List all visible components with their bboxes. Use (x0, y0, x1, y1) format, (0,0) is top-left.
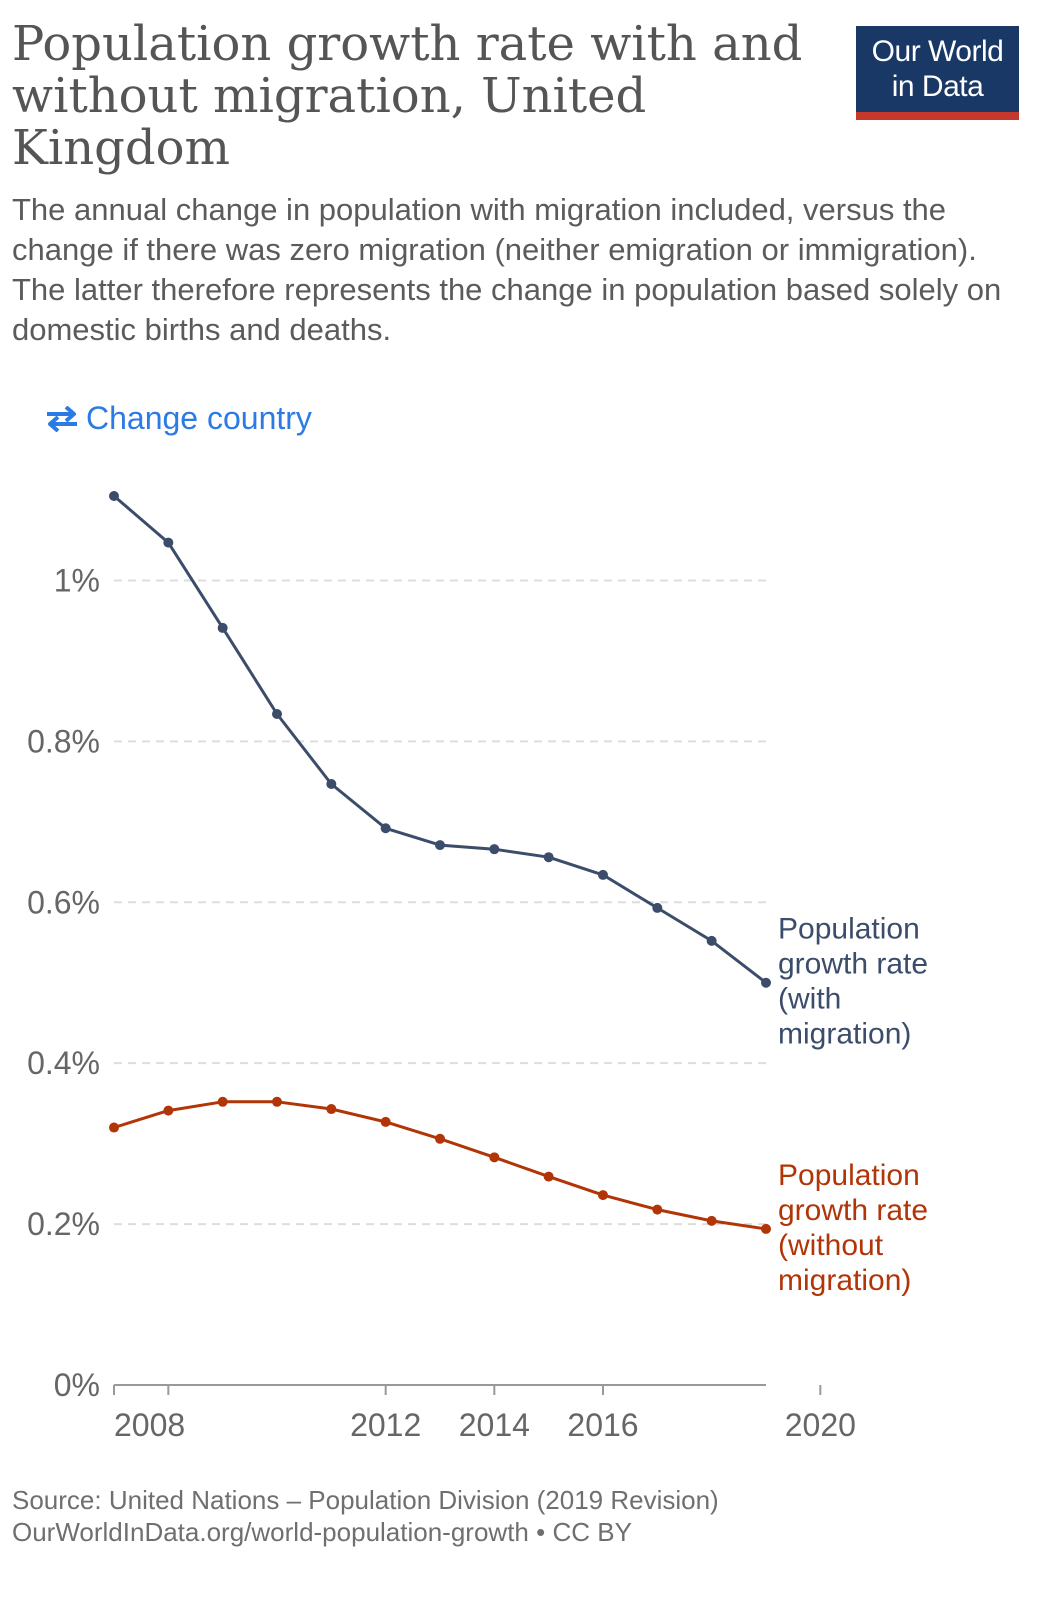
x-tick-label: 2020 (785, 1407, 856, 1443)
chart-title: Population growth rate with and without … (12, 16, 803, 176)
series-lines (109, 490, 771, 1234)
data-point (543, 852, 554, 863)
change-country-button[interactable]: Change country (44, 400, 312, 437)
series-label-1: Population growth rate (with migration) (778, 913, 928, 1051)
data-point (652, 902, 663, 913)
series-labels: Population growth rate (with migration)Popu… (778, 913, 928, 1297)
data-point (435, 1133, 445, 1144)
series-label-line: growth rate (778, 1194, 928, 1227)
x-tick-label: 2014 (459, 1407, 530, 1443)
data-point (652, 1204, 663, 1215)
series-label-line: migration) (778, 1018, 911, 1051)
x-axis: 2008 2012 2014 2016 2020 (113, 1384, 856, 1443)
series-label-line: Population (778, 1159, 920, 1192)
data-point (272, 709, 282, 720)
data-point (380, 1116, 391, 1127)
data-point (163, 537, 174, 548)
series-label-line: (with (778, 983, 841, 1016)
data-point (326, 779, 337, 790)
data-point (109, 1122, 119, 1133)
footer: Source: United Nations – Population Divi… (12, 1484, 719, 1548)
data-point (598, 1190, 608, 1201)
data-point (326, 1104, 337, 1115)
series-label-line: (without (778, 1229, 884, 1262)
logo-line-1: Our World (871, 35, 1004, 68)
gridlines (114, 579, 766, 1226)
y-tick-label: 1% (54, 562, 100, 598)
data-point (109, 490, 119, 501)
source-text: Source: United Nations – Population Divi… (12, 1485, 719, 1515)
x-tick-label: 2012 (350, 1407, 421, 1443)
data-point (489, 844, 500, 855)
owid-logo[interactable]: Our World in Data (856, 26, 1019, 120)
y-tick-label: 0.8% (27, 723, 100, 759)
y-tick-label: 0% (54, 1367, 100, 1403)
y-tick-label: 0.4% (27, 1045, 100, 1081)
data-point (706, 1215, 717, 1226)
chart-subtitle: The annual change in population with mig… (12, 192, 1002, 347)
x-tick-label: 2008 (114, 1407, 185, 1443)
data-point (489, 1152, 500, 1163)
y-tick-label: 0.2% (27, 1206, 100, 1242)
series-label-line: growth rate (778, 948, 928, 981)
series-label-2: Population growth rate (without migration) (778, 1159, 928, 1297)
license-text: CC BY (552, 1517, 632, 1547)
change-country-label: Change country (86, 400, 312, 436)
data-point (272, 1096, 282, 1107)
data-point (380, 823, 391, 834)
series-label-line: Population (778, 913, 920, 946)
data-point (543, 1171, 554, 1182)
data-point (761, 977, 771, 988)
logo-line-2: in Data (891, 70, 984, 103)
data-point (217, 622, 228, 633)
x-tick-label: 2016 (567, 1407, 638, 1443)
y-tick-label: 0.6% (27, 884, 100, 920)
series-line-2 (113, 1100, 767, 1231)
data-point (761, 1223, 771, 1234)
series-label-line: migration) (778, 1264, 911, 1297)
source-url-link[interactable]: OurWorldInData.org/world-population-grow… (12, 1517, 529, 1547)
footer-line-2: OurWorldInData.org/world-population-grow… (12, 1516, 719, 1548)
data-point (598, 869, 608, 880)
data-point (217, 1096, 228, 1107)
data-point (706, 935, 717, 946)
data-point (163, 1105, 174, 1116)
swap-arrows-icon (47, 405, 77, 432)
line-chart: 0% 0.2% 0.4% 0.6% 0.8% 1% 2008 2012 2014 2016 202… (27, 490, 928, 1443)
data-point (435, 840, 445, 851)
series-line-1 (113, 494, 767, 984)
y-axis: 0% 0.2% 0.4% 0.6% 0.8% 1% (27, 562, 100, 1403)
footer-separator: • (536, 1517, 546, 1547)
